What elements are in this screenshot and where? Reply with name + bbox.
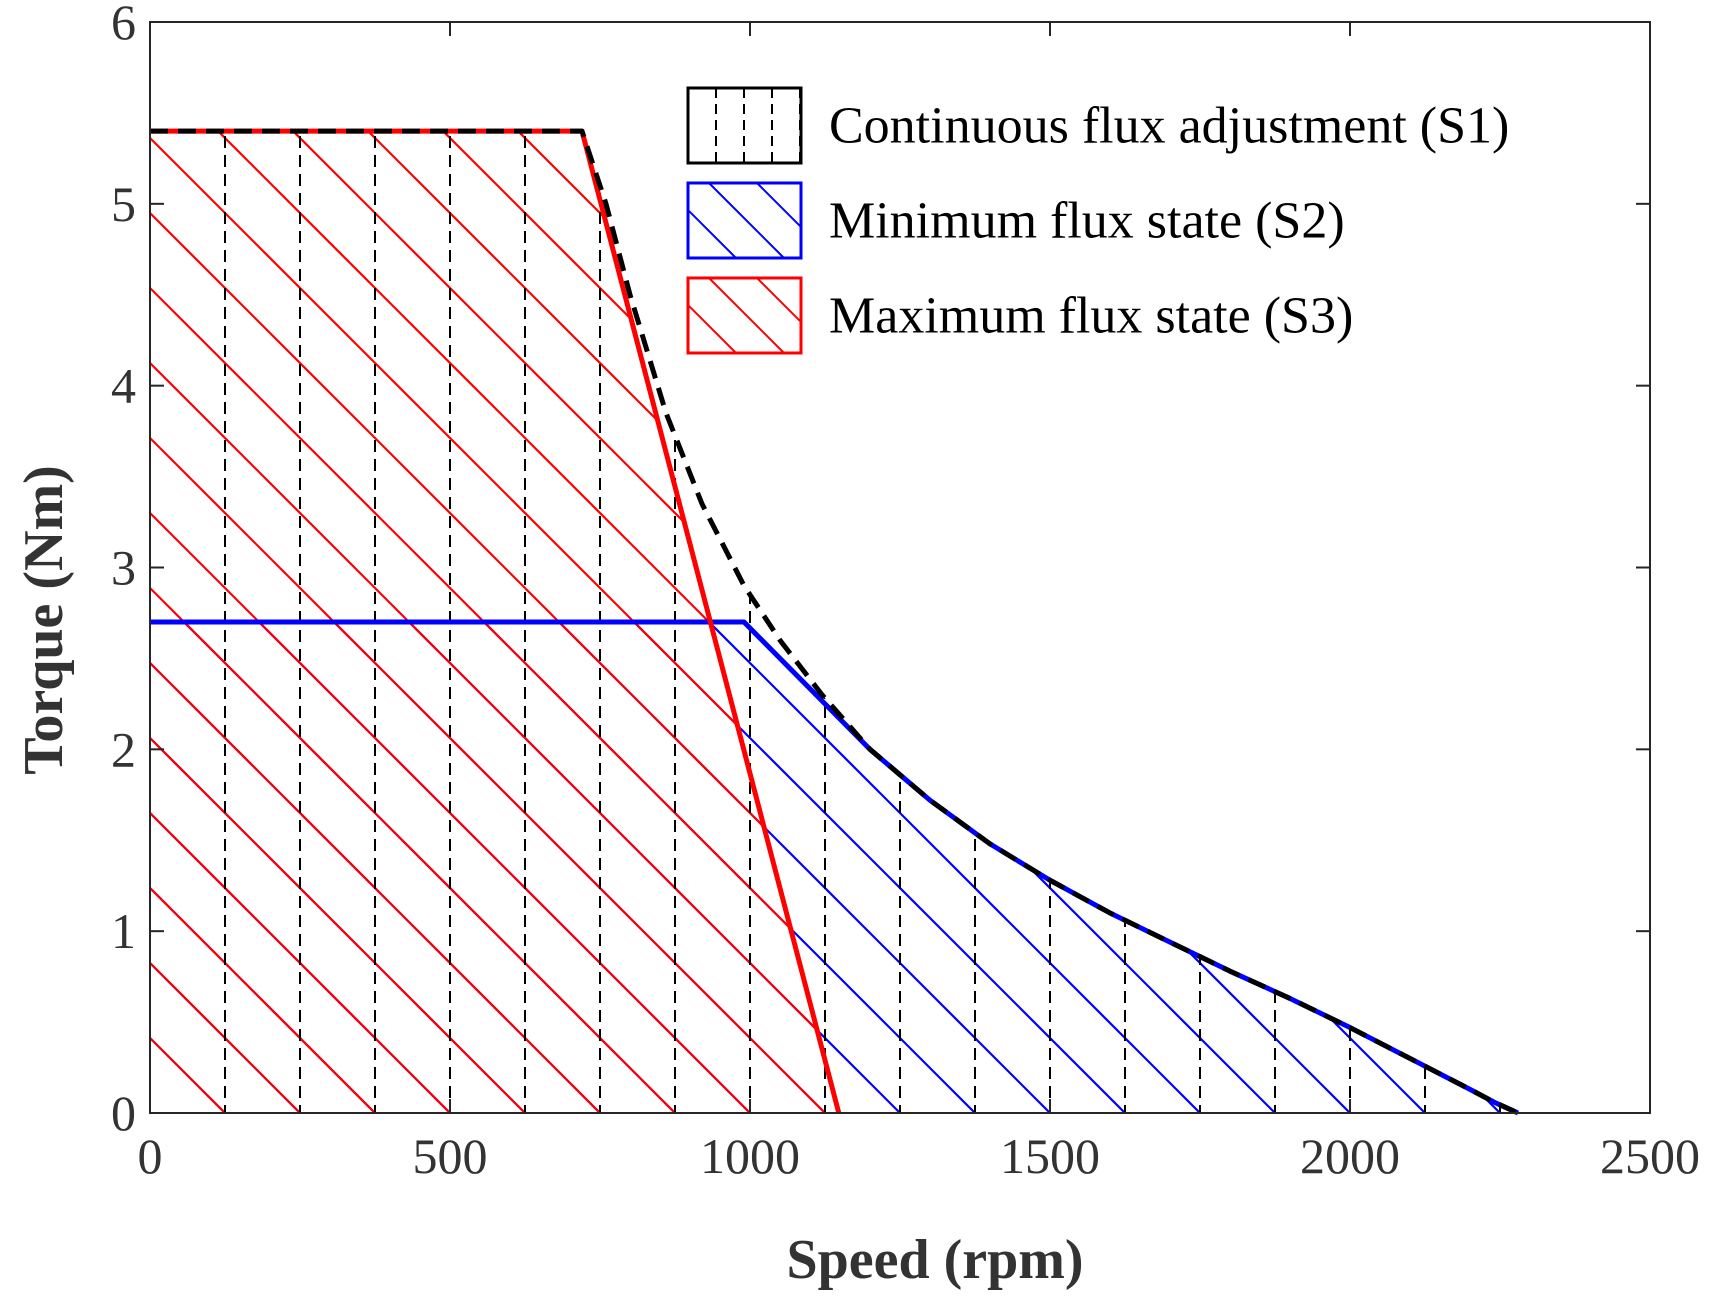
x-tick-label: 1500 [1000, 1128, 1100, 1184]
s3-hatch-line [150, 131, 526, 1114]
s2-hatch-line [150, 622, 1201, 1113]
s3-hatch-line [150, 131, 839, 1114]
s2-hatch-line [150, 622, 1051, 1113]
legend-swatch-s2 [686, 181, 803, 260]
s3-hatch-line [150, 131, 839, 1114]
y-tick-label: 0 [111, 1085, 136, 1141]
x-tick-label: 2000 [1300, 1128, 1400, 1184]
legend-hatch-line [756, 278, 801, 324]
s3-hatch-line [408, 131, 839, 1114]
legend-hatch-line [756, 183, 801, 229]
s3-hatch-line [150, 131, 839, 1114]
legend-hatch-line [688, 208, 737, 258]
legend: Continuous flux adjustment (S1) Minimum f… [686, 86, 1509, 355]
s2-hatch-line [150, 622, 1126, 1113]
y-tick-label: 5 [111, 176, 136, 232]
legend-label-s3: Maximum flux state (S3) [829, 288, 1353, 345]
series-curves [150, 128, 1520, 1116]
s3-hatch-line [150, 131, 839, 1114]
s3-hatch-line [150, 131, 676, 1114]
x-tick-label: 2500 [1600, 1128, 1700, 1184]
y-axis-title: Torque (Nm) [13, 465, 75, 775]
legend-swatch-s1 [686, 86, 803, 165]
y-tick-label: 3 [111, 540, 136, 596]
x-tick-label: 0 [138, 1128, 163, 1184]
y-tick-label: 1 [111, 903, 136, 959]
s3-hatch-line [150, 131, 451, 1114]
y-tick-label: 2 [111, 721, 136, 777]
s3-hatch-line [150, 131, 751, 1114]
axis-ticks: 0 500 1000 1500 2000 2500 0 1 2 3 4 5 6 [111, 0, 1700, 1184]
x-tick-label: 500 [413, 1128, 488, 1184]
s3-hatch-line [150, 131, 826, 1114]
legend-hatch-line [708, 278, 785, 353]
s2-hatch-line [183, 622, 1276, 1113]
s3-hatch-line [150, 131, 376, 1114]
x-tick-label: 1000 [700, 1128, 800, 1184]
legend-label-s1: Continuous flux adjustment (S1) [829, 98, 1509, 155]
legend-swatch-hatch-s3 [688, 278, 801, 353]
s3-hatch-line [150, 131, 601, 1114]
legend-swatch-s3 [686, 276, 803, 355]
y-tick-label: 6 [111, 0, 136, 50]
legend-hatch-line [708, 183, 785, 258]
s1-curve [150, 128, 1520, 1116]
legend-swatch-hatch-s2 [688, 183, 801, 258]
legend-hatch-line [688, 303, 737, 353]
y-tick-label: 4 [111, 358, 136, 414]
s3-hatch-line [333, 131, 839, 1114]
x-axis-title: Speed (rpm) [786, 1229, 1083, 1291]
legend-label-s2: Minimum flux state (S2) [829, 193, 1345, 250]
